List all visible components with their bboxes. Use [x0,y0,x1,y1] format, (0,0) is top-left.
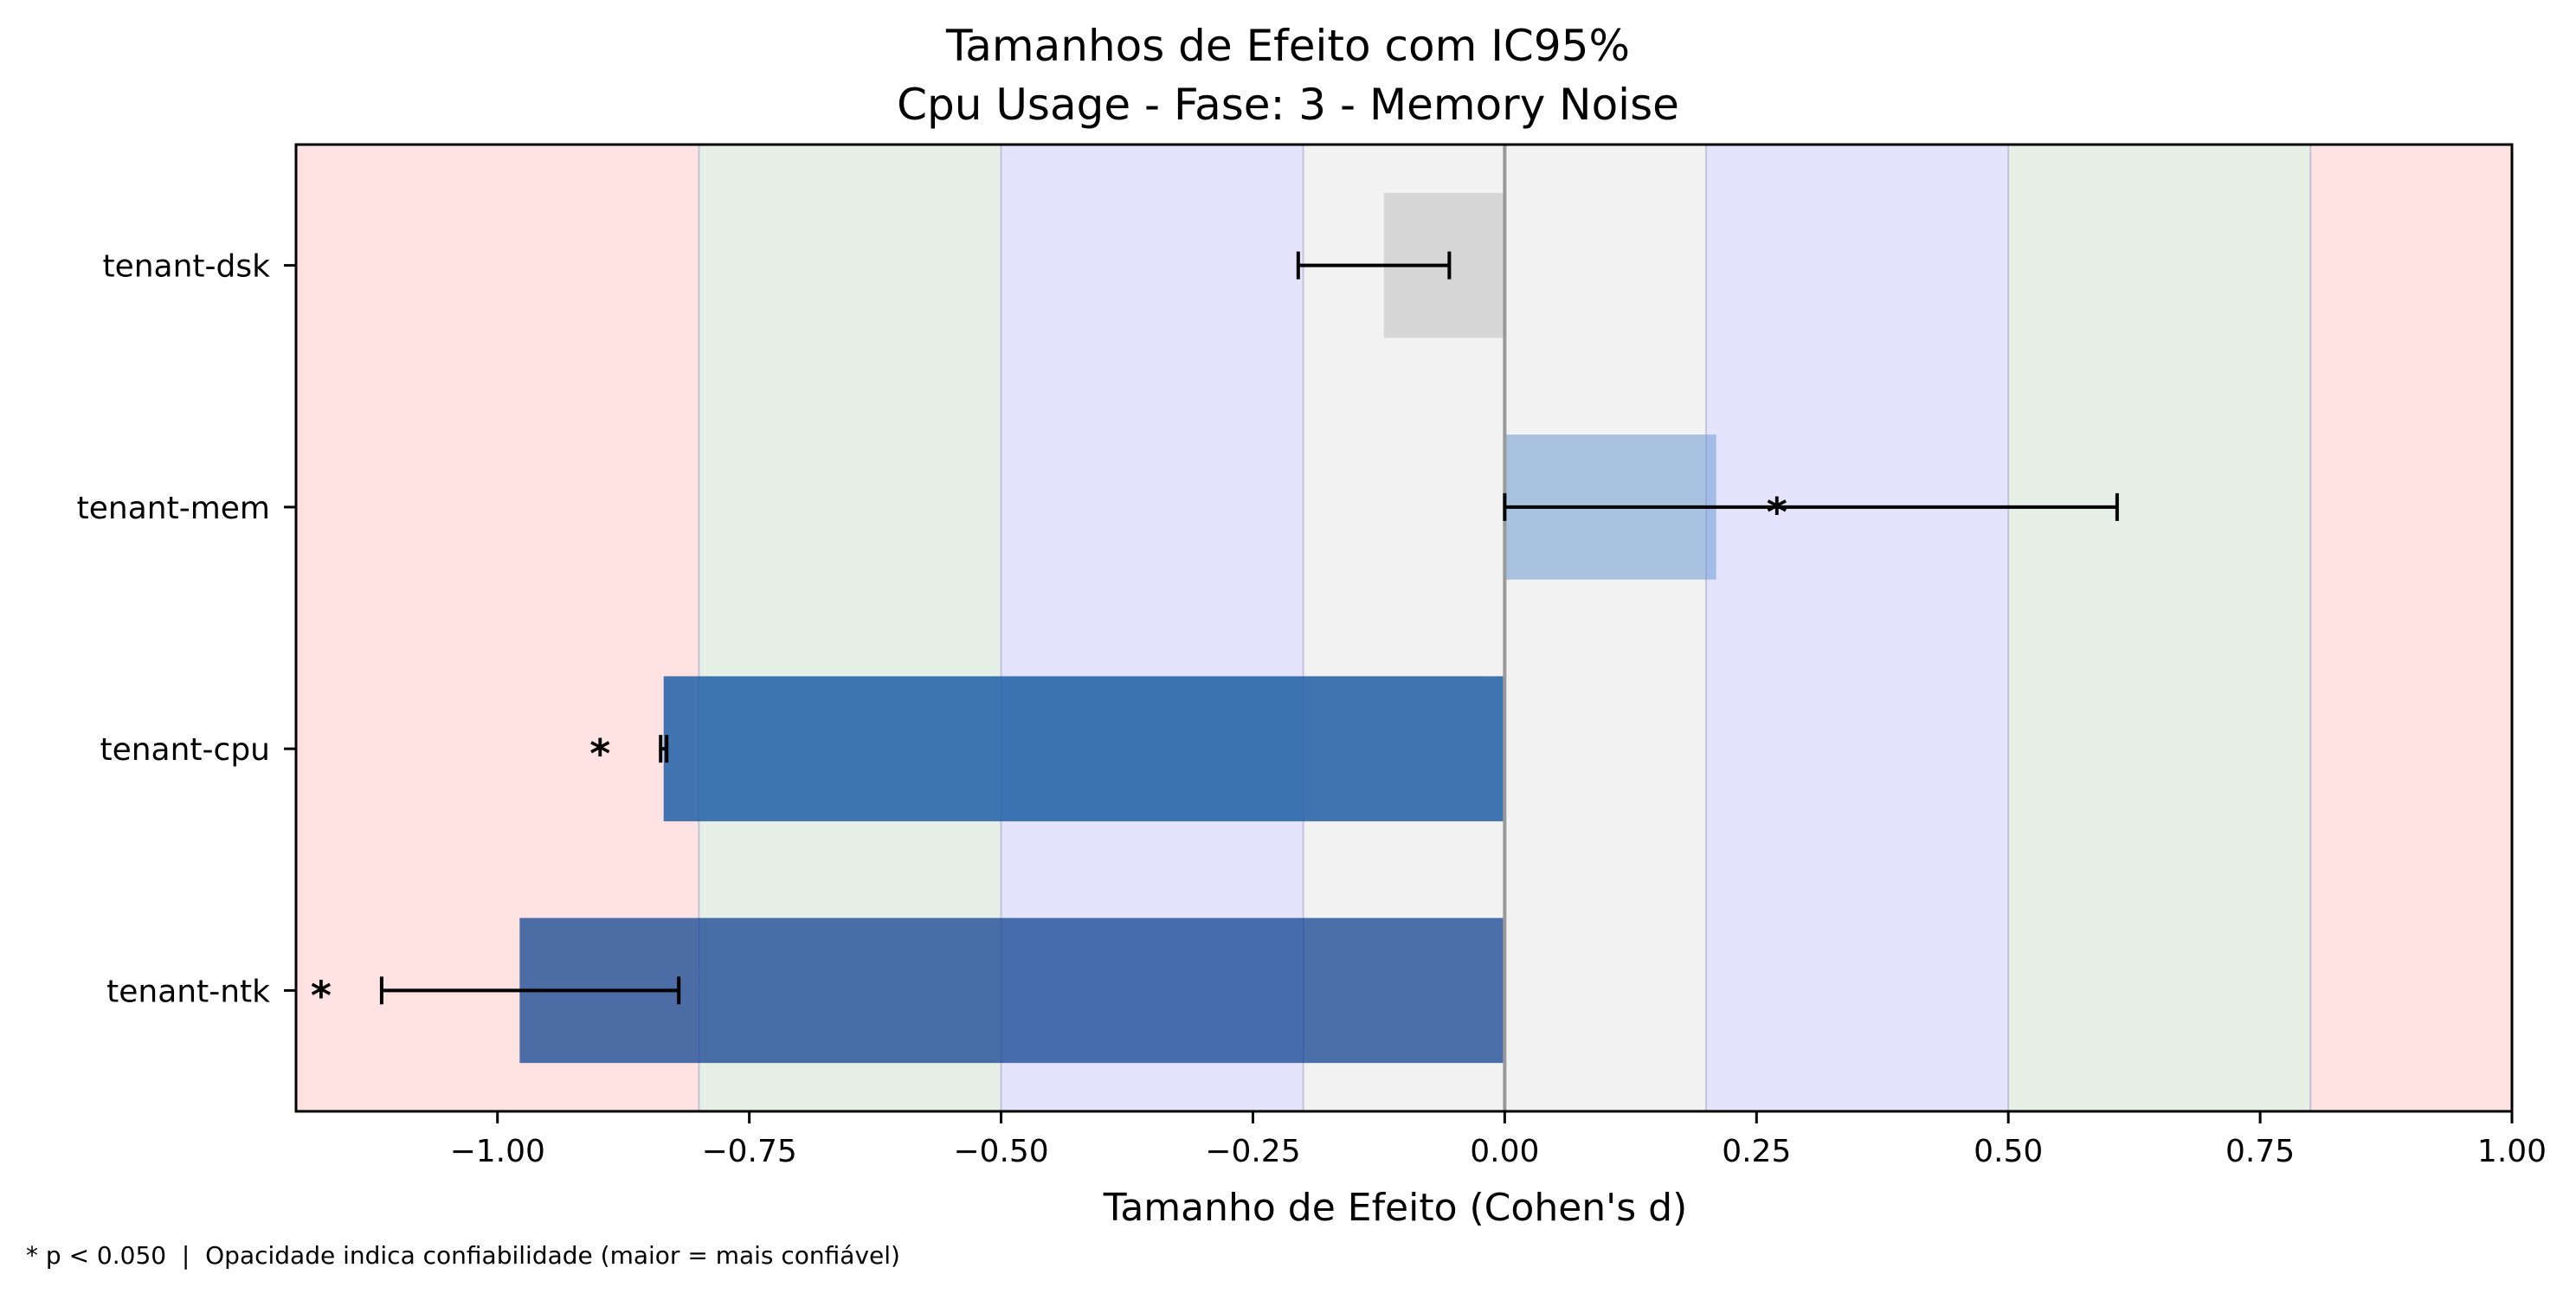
error-bars [379,251,2119,1005]
effect-band-5 [2008,145,2311,1111]
x-axis-title: Tamanho de Efeito (Cohen's d) [1103,1186,1688,1230]
y-axis: tenant-dsk tenant-mem tenant-cpu tenant-ntk [77,249,296,1009]
x-tick-label-7: 0.75 [2225,1134,2295,1169]
y-tick-label-tenant-mem: tenant-mem [77,491,270,526]
effect-band-6 [2310,145,2512,1111]
y-tick-label-tenant-cpu: tenant-cpu [100,732,270,768]
y-tick-label-tenant-dsk: tenant-dsk [102,249,270,285]
significance-marker-tenant-ntk: * [311,972,332,1019]
chart-title: Tamanhos de Efeito com IC95% [945,21,1630,71]
x-axis: −1.00 −0.75 −0.50 −0.25 0.00 0.25 0.50 0.75 1.00 [450,1111,2547,1169]
x-tick-label-1: −0.75 [701,1134,796,1169]
x-tick-label-2: −0.50 [953,1134,1048,1169]
significance-marker-tenant-cpu: * [589,730,610,777]
effect-band-4 [1706,145,2009,1111]
bar-tenant-ntk [519,917,1505,1064]
x-tick-label-6: 0.50 [1974,1134,2043,1169]
x-tick-label-0: −1.00 [450,1134,545,1169]
footnote: * p < 0.050 | Opacidade indica confiabil… [26,1241,900,1270]
y-tick-label-tenant-ntk: tenant-ntk [106,974,270,1009]
chart-subtitle: Cpu Usage - Fase: 3 - Memory Noise [897,80,1679,130]
x-tick-label-4: 0.00 [1470,1134,1539,1169]
significance-markers: * * * [311,489,1787,1020]
x-tick-label-8: 1.00 [2477,1134,2547,1169]
bar-tenant-cpu [663,676,1505,821]
x-tick-label-5: 0.25 [1722,1134,1791,1169]
significance-marker-tenant-mem: * [1767,489,1787,536]
plot-frame [294,143,2514,1113]
x-tick-label-3: −0.25 [1205,1134,1300,1169]
